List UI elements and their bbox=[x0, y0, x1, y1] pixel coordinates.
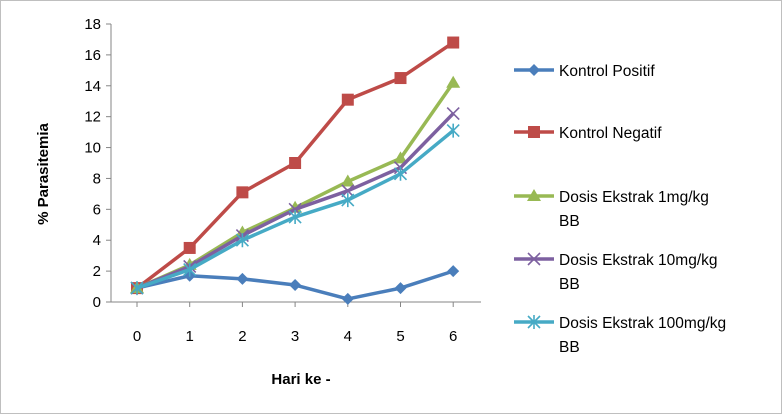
data-point-s2-2 bbox=[236, 186, 249, 199]
data-point-s5-3 bbox=[288, 210, 302, 225]
legend-marker-4 bbox=[527, 252, 541, 266]
y-tick-label: 16 bbox=[84, 47, 101, 64]
data-point-s5-5 bbox=[393, 166, 408, 181]
data-point-s5-1 bbox=[183, 262, 197, 277]
legend-label-5: Dosis Ekstrak 100mg/kg bbox=[559, 315, 726, 332]
legend-label-4: Dosis Ekstrak 10mg/kg bbox=[559, 252, 718, 269]
legend-marker-2 bbox=[528, 126, 540, 138]
y-tick-label: 10 bbox=[84, 140, 101, 157]
series-line-3 bbox=[136, 81, 455, 290]
data-point-s1-2 bbox=[236, 272, 249, 285]
legend-label-3: BB bbox=[559, 213, 580, 230]
y-axis-title: % Parasitemia bbox=[35, 122, 52, 224]
legend-label-5: BB bbox=[559, 339, 580, 356]
data-point-s5-0 bbox=[130, 281, 144, 296]
data-point-s4-6 bbox=[446, 107, 460, 121]
legend-marker-5 bbox=[527, 315, 541, 329]
data-point-s2-1 bbox=[183, 241, 196, 254]
data-point-s5-4 bbox=[341, 193, 355, 208]
data-point-s2-4 bbox=[341, 93, 354, 106]
data-point-s3-4 bbox=[340, 174, 355, 187]
x-tick-label: 2 bbox=[238, 328, 246, 345]
x-tick-label: 0 bbox=[133, 328, 141, 345]
legend-label-1: Kontrol Positif bbox=[559, 63, 655, 80]
data-point-s1-5 bbox=[394, 282, 407, 295]
y-tick-label: 14 bbox=[84, 78, 101, 95]
data-point-s4-4 bbox=[341, 184, 355, 198]
y-tick-label: 12 bbox=[84, 109, 101, 126]
data-point-s5-6 bbox=[446, 123, 460, 138]
y-tick-label: 18 bbox=[84, 16, 101, 33]
x-tick-label: 5 bbox=[396, 328, 404, 345]
data-point-s2-6 bbox=[447, 36, 460, 49]
data-point-s1-6 bbox=[447, 265, 460, 278]
data-point-s3-6 bbox=[446, 75, 461, 88]
y-tick-label: 2 bbox=[93, 263, 101, 280]
x-tick-label: 3 bbox=[291, 328, 299, 345]
legend-label-2: Kontrol Negatif bbox=[559, 125, 662, 142]
x-tick-label: 1 bbox=[186, 328, 194, 345]
legend-label-4: BB bbox=[559, 276, 580, 293]
y-tick-label: 4 bbox=[93, 232, 101, 249]
x-tick-label: 6 bbox=[449, 328, 457, 345]
legend-marker-3 bbox=[527, 189, 541, 201]
data-point-s2-5 bbox=[394, 72, 407, 85]
x-axis-title: Hari ke - bbox=[271, 371, 330, 388]
x-tick-label: 4 bbox=[344, 328, 352, 345]
y-tick-label: 6 bbox=[93, 201, 101, 218]
data-point-s1-4 bbox=[341, 292, 354, 305]
y-tick-label: 0 bbox=[93, 294, 101, 311]
data-point-s5-2 bbox=[235, 233, 249, 248]
y-tick-label: 8 bbox=[93, 170, 101, 187]
data-point-s2-3 bbox=[289, 157, 302, 169]
legend-marker-1 bbox=[528, 64, 540, 76]
legend-label-3: Dosis Ekstrak 1mg/kg bbox=[559, 189, 709, 206]
data-point-s3-5 bbox=[393, 151, 408, 164]
data-point-s1-3 bbox=[289, 279, 302, 292]
